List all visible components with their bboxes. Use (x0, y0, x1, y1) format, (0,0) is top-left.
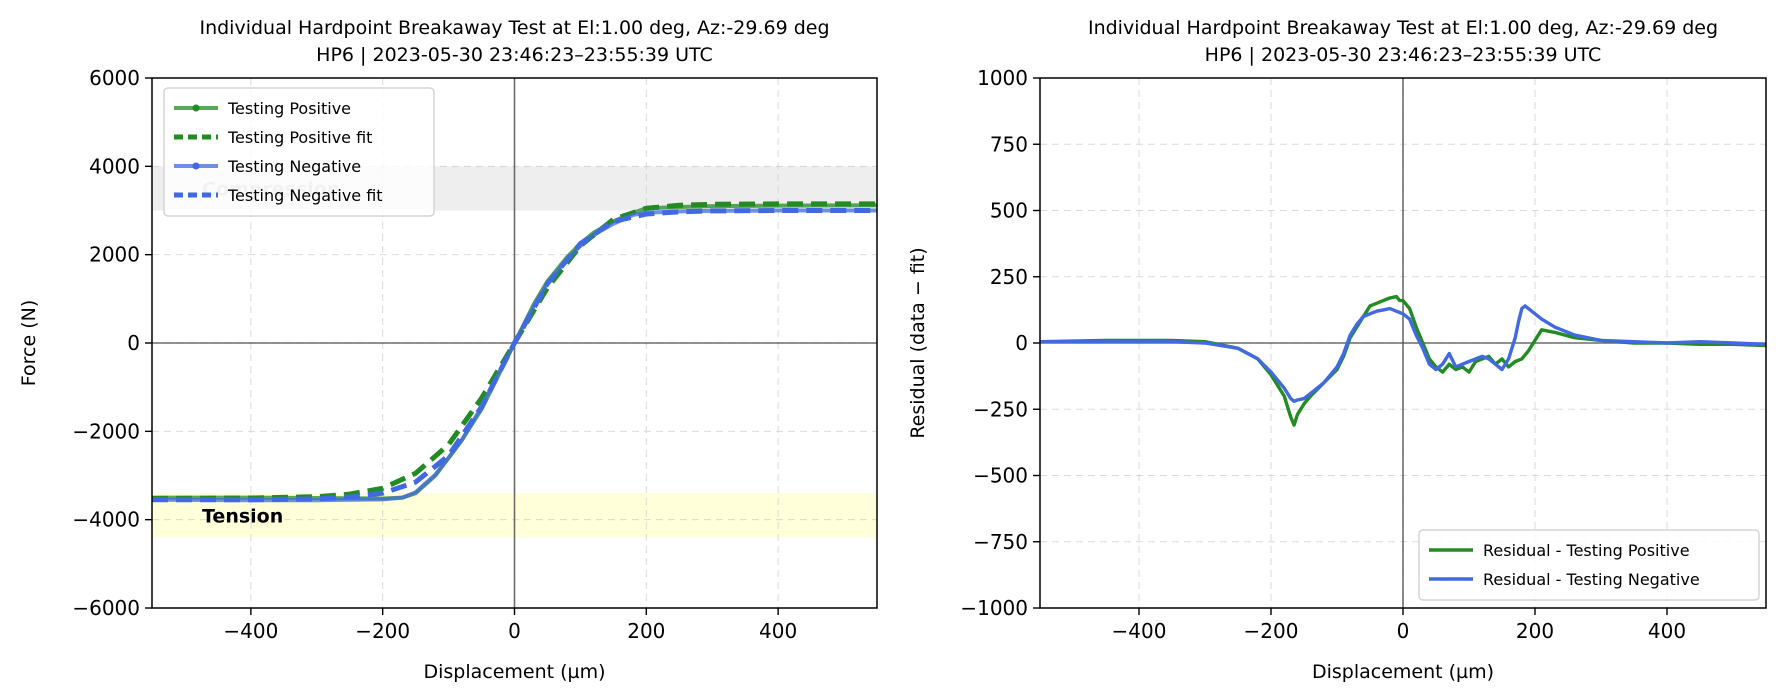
x-axis-label: Displacement (µm) (423, 661, 605, 683)
force-displacement-chart: CompressionTension−400−2000200400−6000−4… (18, 17, 878, 683)
y-tick-label: 2000 (89, 243, 140, 267)
legend-box (1418, 529, 1760, 601)
y-tick-label: −4000 (72, 508, 140, 532)
x-tick-label: −400 (223, 619, 278, 643)
band-label-tension: Tension (202, 505, 283, 527)
x-tick-label: 400 (759, 619, 797, 643)
series-line-1 (1040, 304, 1766, 403)
legend-marker-2 (192, 162, 200, 170)
legend-label-0: Residual - Testing Positive (1483, 541, 1690, 560)
legend-label-1: Testing Positive fit (227, 128, 372, 147)
y-axis-label: Residual (data − fit) (907, 247, 929, 438)
y-tick-label: −6000 (72, 596, 140, 620)
chart-subtitle: HP6 | 2023-05-30 23:46:23–23:55:39 UTC (1205, 44, 1602, 66)
x-tick-label: 0 (1397, 619, 1410, 643)
y-tick-label: 4000 (89, 154, 140, 178)
x-tick-label: 200 (1516, 619, 1554, 643)
legend: Residual - Testing Positive Residual - Te… (1418, 529, 1760, 601)
series-group (152, 201, 877, 503)
series-group (1040, 294, 1766, 427)
x-tick-label: −400 (1112, 619, 1167, 643)
y-tick-label: 250 (990, 265, 1028, 289)
legend-label-2: Testing Negative (227, 157, 361, 176)
x-tick-label: 200 (627, 619, 665, 643)
legend-marker-0 (192, 104, 200, 112)
chart-title: Individual Hardpoint Breakaway Test at E… (199, 17, 829, 39)
legend-box (163, 87, 435, 217)
series-line-3 (152, 208, 877, 503)
y-tick-label: −500 (973, 464, 1028, 488)
legend: Testing Positive Testing Positive fit Test… (163, 87, 435, 217)
x-tick-label: 0 (508, 619, 521, 643)
y-tick-label: −2000 (72, 419, 140, 443)
y-tick-label: 6000 (89, 66, 140, 90)
x-tick-label: 400 (1648, 619, 1686, 643)
y-tick-label: −750 (973, 530, 1028, 554)
y-tick-label: −1000 (960, 596, 1028, 620)
chart-title: Individual Hardpoint Breakaway Test at E… (1088, 17, 1718, 39)
y-tick-label: −250 (973, 397, 1028, 421)
y-tick-label: 1000 (977, 66, 1028, 90)
y-tick-label: 0 (1015, 331, 1028, 355)
x-axis-label: Displacement (µm) (1312, 661, 1494, 683)
residual-chart: −400 −200 0 200 400 −1000 −750 −500 −250 0 250 500 7… (907, 17, 1767, 683)
y-tick-label: 750 (990, 132, 1028, 156)
chart-subtitle: HP6 | 2023-05-30 23:46:23–23:55:39 UTC (316, 44, 713, 66)
y-tick-label: 0 (127, 331, 140, 355)
y-tick-label: 500 (990, 199, 1028, 223)
x-tick-label: −200 (355, 619, 410, 643)
legend-label-0: Testing Positive (227, 99, 351, 118)
x-tick-label: −200 (1244, 619, 1299, 643)
series-line-0 (1040, 294, 1766, 427)
legend-label-3: Testing Negative fit (227, 186, 383, 205)
legend-label-1: Residual - Testing Negative (1483, 570, 1700, 589)
y-axis-label: Force (N) (18, 300, 40, 386)
